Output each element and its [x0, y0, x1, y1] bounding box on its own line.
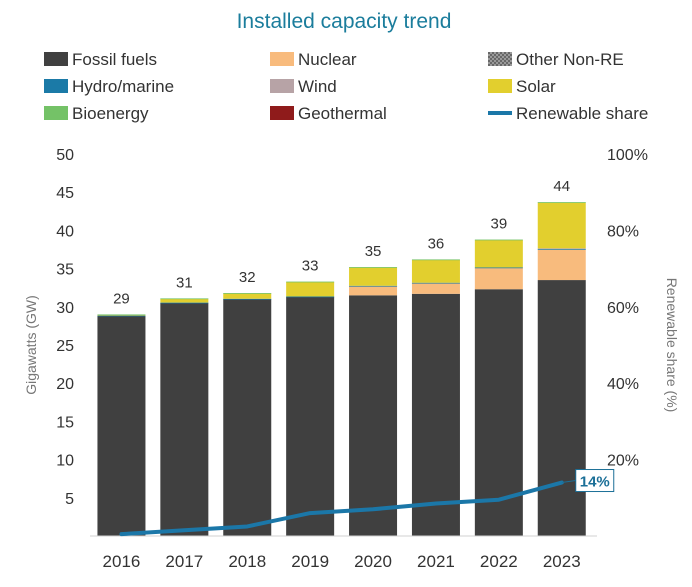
legend-swatch-nuclear — [270, 52, 294, 66]
bar-segment-bioenergy — [474, 239, 523, 241]
legend-swatch-wind — [270, 79, 294, 93]
y-left-tick-label: 50 — [56, 147, 74, 164]
bar-segment-solar — [286, 281, 335, 297]
bar-segment-fossil-fuels — [537, 280, 586, 536]
y-left-tick-label: 5 — [65, 491, 74, 508]
y-left-tick-label: 15 — [56, 414, 74, 431]
legend-label-solar: Solar — [516, 77, 556, 96]
total-label: 44 — [553, 178, 570, 195]
bar-segment-hydro-marine — [474, 267, 523, 269]
chart-title: Installed capacity trend — [237, 10, 452, 33]
total-label: 33 — [302, 258, 319, 275]
y-left-tick-label: 45 — [56, 185, 74, 202]
bar-segment-bioenergy — [286, 281, 335, 283]
y-left-tick-label: 40 — [56, 223, 74, 240]
bar-segment-bioenergy — [411, 259, 460, 261]
legend-label-renewable-share: Renewable share — [516, 104, 648, 123]
bar-segment-fossil-fuels — [349, 295, 398, 536]
bar-segment-solar — [349, 267, 398, 286]
legend-label-geothermal: Geothermal — [298, 104, 387, 123]
y-left-tick-label: 35 — [56, 262, 74, 279]
legend-label-wind: Wind — [298, 77, 337, 96]
legend-label-nuclear: Nuclear — [298, 50, 357, 69]
y-right-tick-label: 80% — [607, 223, 639, 240]
legend-swatch-solar — [488, 79, 512, 93]
bar-segment-fossil-fuels — [160, 302, 209, 536]
legend-swatch-bioenergy — [44, 106, 68, 120]
bar-segment-solar — [223, 293, 272, 299]
x-tick-label: 2018 — [228, 552, 266, 571]
y-left-axis-title: Gigawatts (GW) — [23, 295, 39, 395]
bar-segment-bioenergy — [537, 202, 586, 203]
total-label: 35 — [365, 243, 382, 260]
y-right-tick-label: 40% — [607, 376, 639, 393]
renewable-share-line — [119, 480, 564, 537]
bar-segment-fossil-fuels — [223, 299, 272, 536]
bar-segment-solar — [537, 202, 586, 249]
y-right-tick-label: 60% — [607, 300, 639, 317]
bar-segment-bioenergy — [97, 314, 146, 316]
y-left-tick-label: 10 — [56, 453, 74, 470]
bar-segment-solar — [160, 298, 209, 303]
x-tick-label: 2017 — [165, 552, 203, 571]
renewable-share-series: 14% — [119, 469, 615, 537]
x-tick-label: 2016 — [103, 552, 141, 571]
bar-segment-hydro-marine — [349, 285, 398, 287]
y-right-axis-title: Renewable share (%) — [664, 278, 680, 413]
bar-segment-nuclear — [349, 286, 398, 296]
total-label: 32 — [239, 269, 256, 286]
legend-swatch-hydro-marine — [44, 79, 68, 93]
legend-swatch-other-non-re — [488, 52, 512, 66]
bar-segment-solar — [411, 259, 460, 283]
bar-segment-hydro-marine — [160, 302, 209, 304]
total-label: 29 — [113, 290, 130, 307]
total-label: 36 — [428, 235, 445, 252]
y-left-tick-label: 20 — [56, 376, 74, 393]
total-labels: 29 31 32 33 35 36 39 44 — [113, 178, 570, 307]
legend-label-hydro-marine: Hydro/marine — [72, 77, 174, 96]
legend-label-fossil-fuels: Fossil fuels — [72, 50, 157, 69]
bar-segment-bioenergy — [223, 293, 272, 294]
bar-segment-hydro-marine — [537, 249, 586, 250]
bar-segment-hydro-marine — [286, 296, 335, 298]
x-tick-label: 2019 — [291, 552, 329, 571]
x-ticks: 2016 2017 2018 2019 2020 2021 2022 2023 — [103, 552, 581, 571]
x-tick-label: 2021 — [417, 552, 455, 571]
bar-segment-hydro-marine — [411, 282, 460, 284]
end-label-text: 14% — [580, 474, 610, 491]
bar-segment-bioenergy — [160, 298, 209, 300]
bar-segment-fossil-fuels — [286, 296, 335, 536]
bar-segment-nuclear — [411, 283, 460, 294]
end-label-leader — [561, 480, 576, 484]
bar-segment-nuclear — [474, 267, 523, 290]
bar-segment-fossil-fuels — [411, 293, 460, 536]
total-label: 39 — [491, 216, 508, 233]
y-left-ticks: 5 10 15 20 25 30 35 40 45 50 — [56, 147, 74, 508]
bar-segment-nuclear — [537, 249, 586, 281]
legend-swatch-geothermal — [270, 106, 294, 120]
legend-label-bioenergy: Bioenergy — [72, 104, 149, 123]
end-label-box — [575, 469, 615, 493]
legend-label-other-non-re: Other Non-RE — [516, 50, 624, 69]
y-right-tick-label: 100% — [607, 147, 648, 164]
total-label: 31 — [176, 274, 193, 291]
x-tick-label: 2022 — [480, 552, 518, 571]
x-tick-label: 2023 — [543, 552, 581, 571]
y-right-tick-label: 20% — [607, 453, 639, 470]
bar-segment-hydro-marine — [97, 315, 146, 317]
legend: Fossil fuels Nuclear Other Non-RE Hydro/mar… — [44, 50, 648, 123]
bars — [97, 202, 586, 536]
legend-swatch-fossil-fuels — [44, 52, 68, 66]
bar-segment-solar — [474, 239, 523, 268]
bar-segment-fossil-fuels — [97, 315, 146, 536]
x-tick-label: 2020 — [354, 552, 392, 571]
y-left-tick-label: 25 — [56, 338, 74, 355]
y-left-tick-label: 30 — [56, 300, 74, 317]
bar-segment-hydro-marine — [223, 298, 272, 300]
y-right-ticks: 20% 40% 60% 80% 100% — [607, 147, 648, 470]
bar-segment-bioenergy — [349, 267, 398, 268]
bar-segment-wind — [537, 248, 586, 250]
